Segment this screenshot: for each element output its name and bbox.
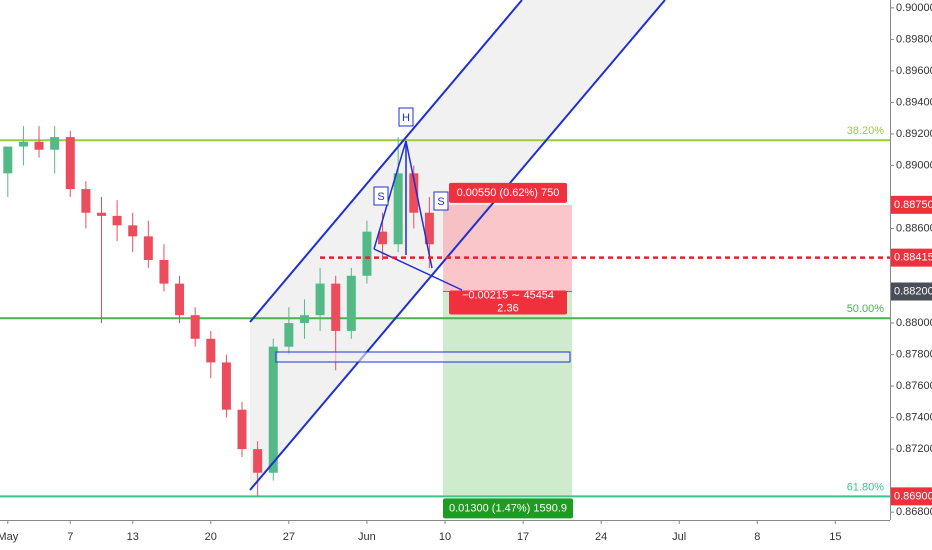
zone-rect [275, 351, 571, 363]
x-tick-label: 17 [517, 531, 529, 543]
x-tick-label: 10 [439, 531, 451, 543]
candle-body [378, 231, 388, 245]
stop-zone [443, 204, 572, 292]
candle-body [175, 283, 185, 316]
candle-body [284, 323, 294, 347]
price-label-box [891, 282, 932, 301]
ratio-label: 2.36 [497, 302, 518, 314]
candle-body [112, 215, 122, 226]
entry-label-box [449, 290, 567, 315]
annotation-box [398, 107, 414, 127]
x-tick-label: Jul [672, 531, 686, 543]
candles [3, 126, 434, 497]
y-tick-label: 0.88000 [896, 317, 932, 329]
neckline [373, 248, 463, 291]
price-label-box [891, 248, 932, 267]
x-tick-label: 27 [283, 531, 295, 543]
y-tick-label: 0.89800 [896, 33, 932, 45]
price-label: 0.88415 [894, 252, 932, 264]
price-label: 0.88750 [894, 199, 932, 211]
candle-body [237, 409, 247, 450]
y-tick-label: 0.89400 [896, 96, 932, 108]
fib-layer [0, 139, 890, 498]
candle-body [331, 283, 341, 331]
y-tick-label: 0.89600 [896, 65, 932, 77]
channel-line [249, 0, 666, 491]
candle-body [253, 449, 263, 473]
y-tick-label: 0.89000 [896, 159, 932, 171]
price-label-box [891, 487, 932, 506]
y-tick-label: 0.87600 [896, 380, 932, 392]
candle-body [3, 146, 13, 174]
price-label: 0.86900 [894, 490, 932, 502]
candle-body [409, 173, 419, 213]
stop-label: 0.00550 (0.62%) 750 [457, 187, 560, 199]
position-layer [443, 204, 572, 497]
candle-body [424, 212, 434, 245]
candle-body [299, 315, 309, 324]
x-tick-label: 13 [127, 531, 139, 543]
candle-body [128, 225, 138, 237]
target-zone [443, 291, 572, 497]
fib-label: 38.20% [847, 125, 885, 137]
candle-body [18, 141, 28, 147]
candle-body [65, 137, 75, 190]
candle-body [362, 231, 372, 276]
x-tick-label: 8 [754, 531, 760, 543]
y-tick-label: 0.87200 [896, 443, 932, 455]
x-tick-label: Jun [358, 531, 376, 543]
stop-label-box [449, 182, 567, 203]
y-tick-label: 0.88600 [896, 222, 932, 234]
candle-body [221, 362, 231, 410]
candle-body [81, 189, 91, 213]
price-label-box [891, 195, 932, 214]
candle-body [190, 315, 200, 339]
candle-body [34, 141, 44, 150]
annotation: S [437, 196, 444, 208]
candle-body [50, 137, 60, 150]
label-layer: 38.20% 50.00% 61.80% 0.00550 (0.62%) 750 −0.… [373, 107, 932, 519]
annotation: S [377, 191, 384, 203]
x-tick-label: May [0, 531, 19, 543]
candle-body [268, 346, 278, 473]
y-tick-label: 0.87800 [896, 348, 932, 360]
annotation: H [402, 112, 410, 124]
price-label: 0.88200 [894, 285, 932, 297]
fib-label: 50.00% [847, 303, 885, 315]
drawing-layer [249, 0, 890, 491]
candle-body [206, 338, 216, 363]
x-tick-label: 15 [829, 531, 841, 543]
candle-body [96, 212, 106, 216]
y-tick-label: 0.90000 [896, 2, 932, 14]
fib-label: 61.80% [847, 481, 885, 493]
x-tick-label: 7 [67, 531, 73, 543]
target-label-box [443, 498, 573, 519]
target-label: 0.01300 (1.47%) 1590.9 [449, 502, 567, 514]
entry-label: −0.00215 ∼ 45454 [462, 289, 554, 301]
annotation-box [433, 191, 449, 211]
candle-body [315, 283, 325, 316]
pattern-line [405, 140, 433, 269]
y-tick-label: 0.87400 [896, 411, 932, 423]
candle-body [393, 173, 403, 245]
candle-body [159, 260, 169, 284]
candle-body [346, 275, 356, 331]
y-tick-label: 0.89200 [896, 128, 932, 140]
channel-line [249, 0, 523, 323]
x-tick-label: 24 [595, 531, 607, 543]
x-tick-label: 20 [205, 531, 217, 543]
annotation-box [373, 186, 389, 206]
candle-body [143, 236, 153, 260]
y-tick-label: 0.86800 [896, 506, 932, 518]
